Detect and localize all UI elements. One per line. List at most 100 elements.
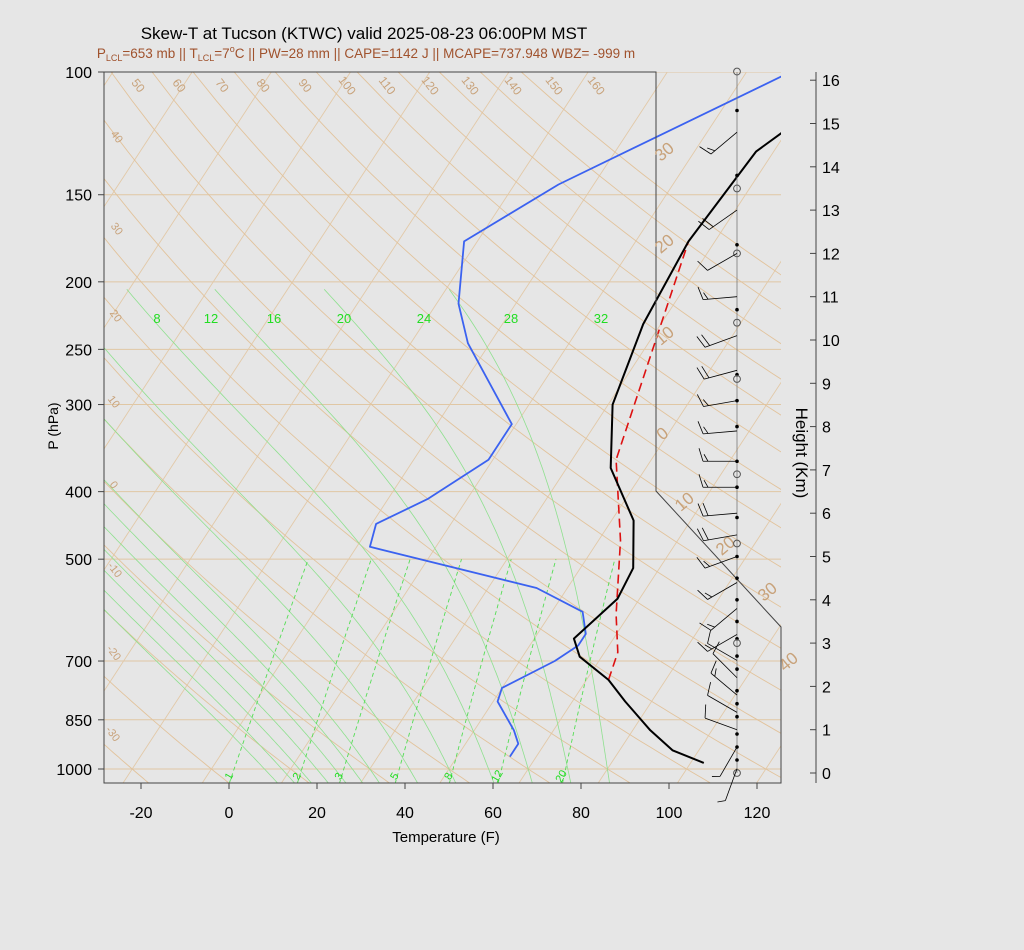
moist-adiabat-label: 8 bbox=[153, 311, 160, 326]
mixing-ratio-line bbox=[296, 559, 372, 783]
mixing-ratio-label: 20 bbox=[553, 768, 570, 785]
wind-barb bbox=[707, 682, 738, 713]
dry-adiabat-label: -30 bbox=[103, 724, 122, 744]
pressure-tick-250: 250 bbox=[65, 342, 92, 359]
pressure-tick-1000: 1000 bbox=[56, 762, 92, 779]
temperature-tick--20: -20 bbox=[129, 805, 152, 822]
moist-adiabat bbox=[448, 289, 610, 783]
dry-adiabat-label: -20 bbox=[104, 643, 123, 663]
height-tick-13: 13 bbox=[822, 203, 840, 220]
dry-adiabat-label: 30 bbox=[108, 221, 125, 238]
level-dot bbox=[735, 515, 739, 520]
dry-adiabat bbox=[104, 480, 471, 783]
dewpoint-line bbox=[369, 75, 781, 758]
wind-barb bbox=[699, 131, 738, 155]
wind-barb bbox=[712, 641, 738, 679]
wind-barb bbox=[696, 334, 738, 348]
level-dot bbox=[735, 758, 739, 762]
level-circle bbox=[733, 184, 741, 193]
level-circle bbox=[733, 375, 741, 383]
level-dot bbox=[735, 108, 739, 113]
dry-adiabat-label: 80 bbox=[254, 76, 273, 95]
level-dot bbox=[735, 688, 739, 693]
height-axis-label: Height (Km) bbox=[792, 408, 811, 499]
height-tick-5: 5 bbox=[822, 550, 831, 567]
chart-labels: 1 2 3 5 8 12 201001502002503004005007008501000… bbox=[56, 65, 801, 822]
dry-adiabat bbox=[356, 72, 781, 416]
height-tick-14: 14 bbox=[822, 160, 840, 177]
mixing-ratio-label: 2 bbox=[291, 771, 304, 782]
isotherm bbox=[676, 623, 781, 783]
mixing-ratio-label: 12 bbox=[489, 768, 506, 785]
dry-adiabat bbox=[104, 418, 551, 783]
height-tick-12: 12 bbox=[822, 246, 840, 263]
wind-barb bbox=[697, 582, 738, 600]
dry-adiabat-label: 70 bbox=[213, 76, 232, 95]
height-tick-10: 10 bbox=[822, 333, 840, 350]
isotherm bbox=[122, 72, 589, 783]
dry-adiabat-label: 10 bbox=[651, 322, 678, 349]
mixing-ratio-label: 8 bbox=[442, 771, 455, 782]
height-tick-1: 1 bbox=[822, 723, 831, 740]
dry-adiabat-label: 40 bbox=[108, 129, 125, 146]
moist-adiabat bbox=[323, 289, 572, 783]
moist-adiabat bbox=[104, 548, 329, 783]
pressure-tick-850: 850 bbox=[65, 713, 92, 730]
level-dot bbox=[735, 173, 739, 178]
dry-adiabat bbox=[192, 72, 781, 568]
wind-barb bbox=[699, 608, 738, 631]
height-tick-4: 4 bbox=[822, 593, 831, 610]
moist-adiabat bbox=[104, 479, 380, 783]
chart-subtitle: PLCL=653 mb || TLCL=7oC || PW=28 mm || C… bbox=[97, 44, 635, 63]
level-dot bbox=[735, 576, 739, 580]
moist-adiabat-label: 32 bbox=[594, 311, 608, 326]
y-axis-label: P (hPa) bbox=[45, 402, 61, 449]
dry-adiabat-label: 100 bbox=[335, 73, 359, 98]
isotherm bbox=[439, 260, 781, 783]
wind-barb bbox=[697, 253, 738, 271]
temperature-tick-100: 100 bbox=[656, 805, 683, 822]
level-circle bbox=[733, 318, 741, 327]
mixing-ratio-label: 3 bbox=[333, 771, 346, 782]
moist-adiabat-label: 20 bbox=[337, 311, 351, 326]
dry-adiabat-label: 20 bbox=[651, 230, 678, 257]
level-dot bbox=[735, 667, 739, 671]
height-tick-15: 15 bbox=[822, 117, 840, 134]
mixing-ratio-line bbox=[228, 559, 309, 783]
dry-adiabat-label: 10 bbox=[105, 394, 122, 411]
isotherm bbox=[201, 72, 668, 783]
dry-adiabat-label: 120 bbox=[418, 73, 442, 98]
mixing-ratio-line bbox=[448, 559, 512, 783]
isotherm bbox=[104, 72, 272, 329]
chart-title: Skew-T at Tucson (KTWC) valid 2025-08-23… bbox=[141, 24, 588, 43]
dry-adiabat bbox=[104, 357, 631, 783]
temperature-tick-0: 0 bbox=[225, 805, 234, 822]
mixing-ratio-label: 5 bbox=[388, 771, 401, 782]
temperature-tick-20: 20 bbox=[308, 805, 326, 822]
level-circle bbox=[733, 470, 741, 479]
moist-adiabat-label: 28 bbox=[504, 311, 518, 326]
mixing-ratio-line bbox=[339, 559, 411, 783]
moist-adiabat bbox=[214, 289, 533, 783]
pressure-tick-150: 150 bbox=[65, 188, 92, 205]
dry-adiabat bbox=[233, 72, 781, 529]
wind-barb bbox=[696, 394, 738, 407]
isotherm bbox=[360, 139, 781, 783]
pressure-tick-700: 700 bbox=[65, 654, 92, 671]
mixing-ratio-label: 1 bbox=[223, 771, 236, 782]
dry-adiabat bbox=[104, 743, 150, 783]
height-tick-0: 0 bbox=[822, 766, 831, 783]
moist-adiabat bbox=[104, 418, 419, 783]
dry-adiabat bbox=[110, 72, 781, 649]
level-dot bbox=[735, 242, 739, 247]
temperature-tick-40: 40 bbox=[396, 805, 414, 822]
dry-adiabat bbox=[397, 72, 781, 380]
temperature-line bbox=[572, 132, 781, 764]
dry-adiabat-label: 30 bbox=[754, 578, 781, 605]
dry-adiabat-label: 30 bbox=[651, 138, 678, 165]
moist-adiabat bbox=[104, 608, 279, 783]
dry-adiabat-label: 50 bbox=[129, 76, 148, 95]
wind-barb bbox=[710, 660, 738, 696]
level-dot bbox=[735, 424, 739, 429]
